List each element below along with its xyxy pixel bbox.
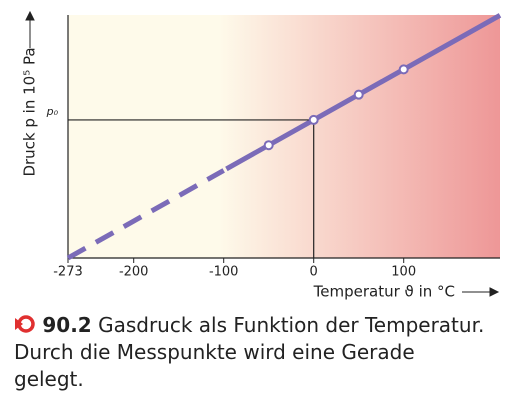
caption: 90.2 Gasdruck als Funktion der Temperatu… bbox=[14, 312, 484, 393]
x-axis-label: Temperatur ϑ in °C bbox=[313, 283, 455, 301]
x-arrow bbox=[462, 287, 500, 297]
caption-line: Gasdruck als Funktion der Temperatur. bbox=[98, 313, 485, 337]
x-tick-label: -200 bbox=[119, 265, 149, 280]
x-tick-label: 0 bbox=[310, 265, 318, 280]
caption-number: 90.2 bbox=[42, 313, 92, 337]
y-arrow bbox=[25, 10, 35, 48]
chart: Druck p in 10⁵ Pa Temperatur ϑ in °C -27… bbox=[21, 10, 502, 301]
caption-line: gelegt. bbox=[14, 367, 84, 391]
data-point bbox=[398, 64, 409, 75]
caption-line: Durch die Messpunkte wird eine Gerade bbox=[14, 340, 415, 364]
x-tick-label: -273 bbox=[53, 265, 83, 280]
data-point bbox=[263, 140, 274, 151]
x-tick-label: -100 bbox=[209, 265, 239, 280]
y-tick-label: p₀ bbox=[46, 105, 59, 118]
caption-icon bbox=[15, 315, 35, 333]
y-axis-label: Druck p in 10⁵ Pa bbox=[21, 47, 39, 176]
data-point bbox=[308, 114, 319, 125]
x-tick-label: 100 bbox=[391, 265, 416, 280]
data-point bbox=[353, 89, 364, 100]
